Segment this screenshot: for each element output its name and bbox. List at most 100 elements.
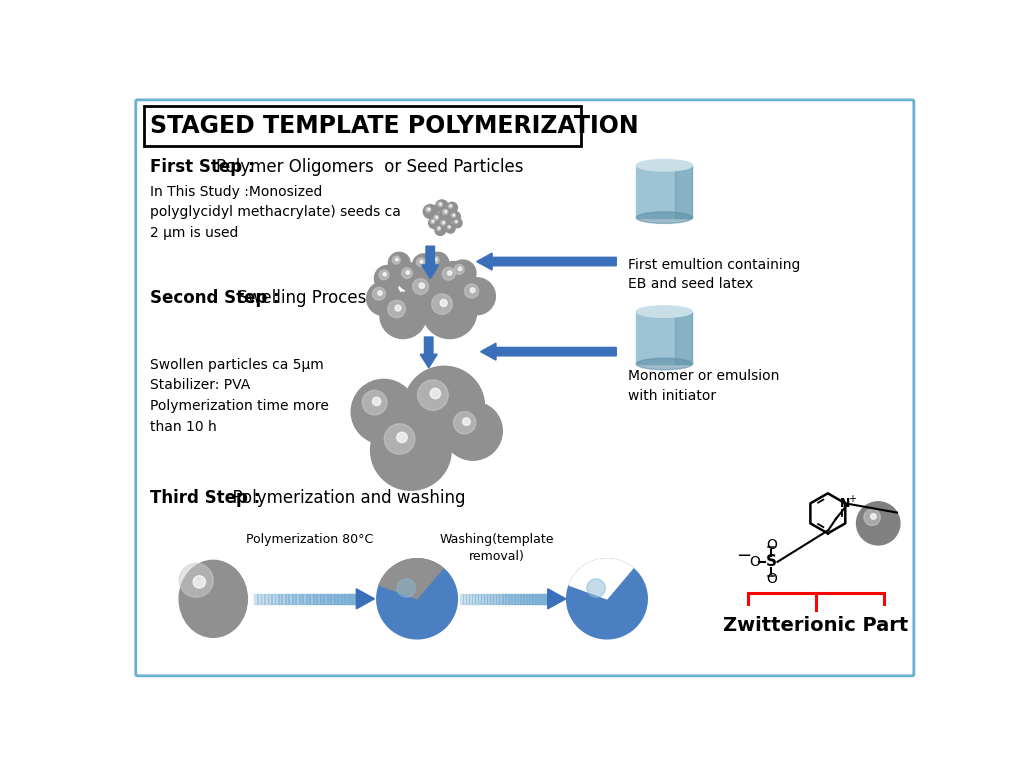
Bar: [531, 594, 536, 604]
Bar: [486, 594, 490, 604]
Circle shape: [870, 514, 877, 519]
Text: O: O: [749, 554, 760, 569]
Bar: [511, 594, 514, 604]
Circle shape: [436, 217, 437, 218]
Text: Polymerization 80°C: Polymerization 80°C: [247, 532, 374, 545]
Bar: [285, 594, 289, 604]
Circle shape: [864, 509, 881, 525]
Circle shape: [420, 260, 423, 263]
Bar: [309, 594, 313, 604]
Text: Swelling Process: Swelling Process: [231, 289, 375, 306]
Circle shape: [447, 225, 451, 229]
Circle shape: [430, 220, 434, 223]
Circle shape: [426, 207, 431, 212]
Circle shape: [434, 258, 437, 261]
Bar: [496, 594, 500, 604]
Ellipse shape: [636, 306, 692, 317]
Text: O: O: [766, 538, 776, 552]
Bar: [538, 594, 542, 604]
Circle shape: [378, 291, 382, 296]
Text: Swollen particles ca 5μm
Stabilizer: PVA
Polymerization time more
than 10 h: Swollen particles ca 5μm Stabilizer: PVA…: [150, 358, 329, 434]
Text: Polymerization and washing: Polymerization and washing: [222, 488, 465, 507]
Text: In This Study :Monosized
polyglycidyl methacrylate) seeds ca
2 μm is used: In This Study :Monosized polyglycidyl me…: [150, 184, 400, 240]
Bar: [289, 594, 293, 604]
Bar: [296, 594, 300, 604]
Circle shape: [441, 220, 445, 225]
Circle shape: [431, 256, 439, 264]
Circle shape: [388, 253, 410, 274]
Bar: [260, 594, 265, 604]
Bar: [636, 312, 692, 364]
Circle shape: [392, 256, 400, 264]
Ellipse shape: [636, 358, 692, 369]
Bar: [299, 594, 303, 604]
Circle shape: [379, 270, 389, 280]
Ellipse shape: [636, 160, 692, 171]
Bar: [264, 594, 268, 604]
Bar: [676, 312, 692, 364]
FancyArrow shape: [480, 343, 616, 360]
Text: Second Step :: Second Step :: [150, 289, 280, 306]
Circle shape: [440, 300, 447, 306]
Circle shape: [438, 202, 442, 207]
FancyArrow shape: [548, 589, 566, 609]
Circle shape: [440, 207, 455, 220]
Text: −: −: [736, 548, 752, 565]
Bar: [316, 594, 321, 604]
Circle shape: [429, 217, 439, 228]
FancyBboxPatch shape: [136, 100, 913, 676]
Bar: [351, 594, 355, 604]
Bar: [489, 594, 494, 604]
FancyArrow shape: [420, 337, 437, 368]
Circle shape: [566, 559, 647, 639]
Bar: [466, 594, 469, 604]
Circle shape: [436, 262, 471, 296]
Circle shape: [373, 287, 385, 300]
Circle shape: [447, 271, 452, 275]
Bar: [267, 594, 271, 604]
Circle shape: [388, 300, 406, 318]
Circle shape: [437, 227, 441, 230]
Circle shape: [403, 366, 484, 446]
Circle shape: [451, 205, 452, 207]
Ellipse shape: [179, 561, 248, 637]
Circle shape: [449, 204, 453, 208]
Circle shape: [428, 208, 430, 210]
Circle shape: [458, 278, 496, 315]
Circle shape: [397, 263, 425, 291]
Bar: [478, 594, 481, 604]
Circle shape: [438, 227, 440, 229]
Circle shape: [395, 258, 398, 261]
Circle shape: [445, 223, 455, 233]
Circle shape: [456, 221, 457, 222]
Wedge shape: [569, 559, 633, 599]
Bar: [278, 594, 283, 604]
Circle shape: [587, 579, 605, 598]
Circle shape: [371, 410, 452, 490]
Circle shape: [432, 220, 433, 222]
Bar: [460, 594, 464, 604]
Text: S: S: [766, 554, 777, 569]
Text: Washing(template
removal): Washing(template removal): [439, 532, 554, 563]
Circle shape: [453, 218, 462, 227]
Wedge shape: [379, 559, 443, 599]
Bar: [469, 594, 472, 604]
Circle shape: [406, 271, 410, 274]
Text: First emultion containing
EB and seed latex: First emultion containing EB and seed la…: [628, 258, 800, 291]
Circle shape: [383, 273, 386, 276]
Bar: [528, 594, 532, 604]
Text: STAGED TEMPLATE POLYMERIZATION: STAGED TEMPLATE POLYMERIZATION: [150, 114, 638, 138]
Bar: [331, 594, 335, 604]
Circle shape: [454, 412, 476, 434]
Bar: [341, 594, 345, 604]
Bar: [499, 594, 503, 604]
Circle shape: [413, 279, 428, 294]
Circle shape: [430, 389, 440, 399]
Circle shape: [373, 397, 381, 406]
Circle shape: [406, 272, 447, 313]
Bar: [257, 594, 261, 604]
Bar: [505, 594, 509, 604]
Circle shape: [423, 285, 477, 339]
Circle shape: [384, 424, 415, 454]
Circle shape: [401, 268, 413, 278]
